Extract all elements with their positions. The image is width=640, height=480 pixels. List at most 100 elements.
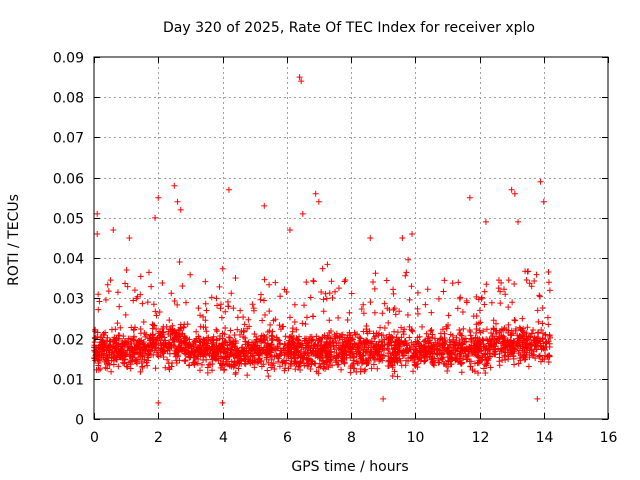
data-point — [127, 365, 134, 372]
data-point — [438, 351, 445, 358]
data-point — [422, 338, 429, 345]
data-point — [267, 321, 274, 328]
data-point — [114, 289, 121, 296]
data-point — [367, 299, 374, 306]
data-point — [365, 357, 372, 364]
data-point — [385, 346, 392, 353]
data-point — [523, 351, 530, 358]
data-point — [497, 300, 504, 307]
data-point — [398, 324, 405, 331]
data-point — [173, 357, 180, 364]
data-point — [368, 338, 375, 345]
data-point — [275, 355, 282, 362]
data-point — [155, 330, 162, 337]
data-point — [96, 298, 103, 305]
data-point — [523, 276, 530, 283]
data-point — [515, 218, 522, 225]
data-point — [225, 186, 232, 193]
data-point — [421, 347, 428, 354]
data-point — [468, 336, 475, 343]
data-point — [393, 334, 400, 341]
data-point — [323, 295, 330, 302]
data-point — [160, 329, 167, 336]
data-point — [445, 363, 452, 370]
data-point — [367, 348, 374, 355]
data-point — [327, 327, 334, 334]
data-point — [545, 359, 552, 366]
data-point — [307, 294, 314, 301]
data-point — [540, 198, 547, 205]
data-point — [524, 336, 531, 343]
data-point — [387, 334, 394, 341]
data-point — [325, 356, 332, 363]
data-point — [302, 340, 309, 347]
data-point — [205, 361, 212, 368]
data-point — [440, 288, 447, 295]
data-point — [459, 308, 466, 315]
data-point — [99, 338, 106, 345]
data-point — [246, 323, 253, 330]
data-point — [326, 348, 333, 355]
data-point — [357, 365, 364, 372]
data-point — [343, 343, 350, 350]
data-point — [95, 291, 102, 298]
data-point — [265, 373, 272, 380]
data-point — [453, 334, 460, 341]
x-tick-label: 16 — [600, 430, 618, 446]
data-point — [129, 354, 136, 361]
data-point — [406, 334, 413, 341]
data-point — [218, 314, 225, 321]
data-point — [390, 349, 397, 356]
data-point — [258, 344, 265, 351]
data-point — [439, 336, 446, 343]
data-point — [457, 331, 464, 338]
data-point — [439, 356, 446, 363]
data-point — [545, 268, 552, 275]
data-point — [511, 316, 518, 323]
data-point — [324, 261, 331, 268]
data-point — [257, 296, 264, 303]
data-point — [426, 349, 433, 356]
data-point — [273, 334, 280, 341]
data-point — [360, 338, 367, 345]
data-point — [531, 277, 538, 284]
data-point — [149, 331, 156, 338]
data-point — [501, 335, 508, 342]
data-point — [136, 341, 143, 348]
data-point — [145, 354, 152, 361]
data-point — [496, 358, 503, 365]
data-point — [202, 317, 209, 324]
data-point — [520, 352, 527, 359]
data-point — [534, 395, 541, 402]
data-point — [542, 340, 549, 347]
data-point — [371, 344, 378, 351]
data-point — [204, 369, 211, 376]
data-point — [423, 330, 430, 337]
data-point — [95, 366, 102, 373]
data-point — [322, 341, 329, 348]
x-tick-label: 2 — [154, 430, 163, 446]
data-point — [313, 333, 320, 340]
data-point — [473, 293, 480, 300]
data-point — [322, 290, 329, 297]
data-point — [491, 349, 498, 356]
data-point — [381, 300, 388, 307]
data-point — [128, 347, 135, 354]
data-point — [391, 305, 398, 312]
data-point — [144, 362, 151, 369]
data-point — [524, 324, 531, 331]
data-point — [530, 326, 537, 333]
data-point — [446, 355, 453, 362]
x-tick-label: 4 — [219, 430, 228, 446]
data-point — [386, 357, 393, 364]
data-point — [268, 341, 275, 348]
data-point — [487, 364, 494, 371]
data-point — [496, 350, 503, 357]
data-point — [297, 353, 304, 360]
data-point — [209, 336, 216, 343]
data-point — [179, 330, 186, 337]
data-point — [454, 359, 461, 366]
data-point — [214, 302, 221, 309]
data-point — [505, 304, 512, 311]
data-point — [309, 336, 316, 343]
